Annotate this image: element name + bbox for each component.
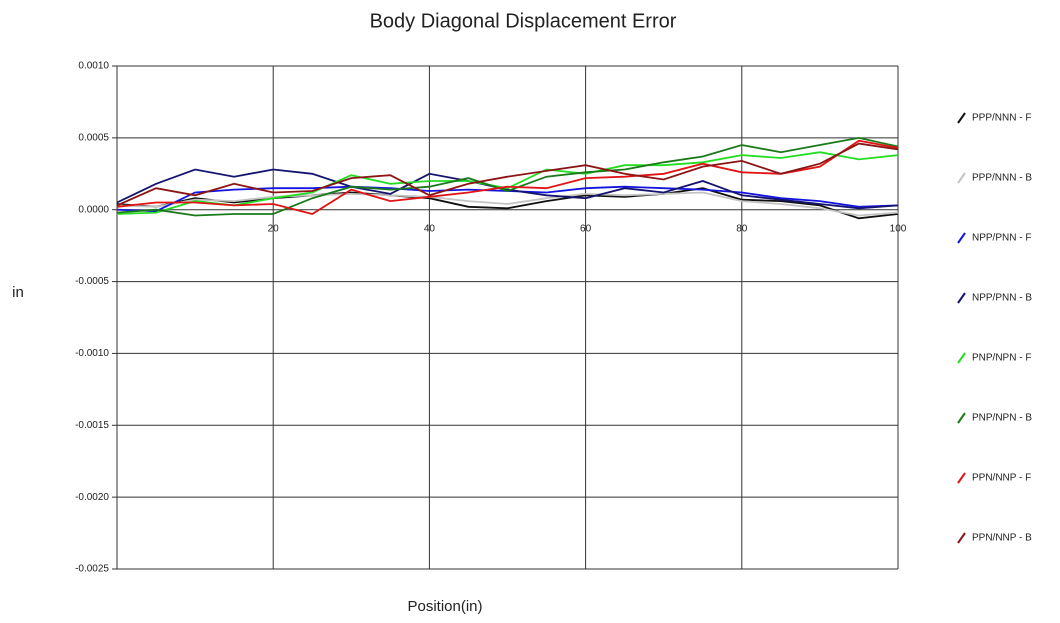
x-tick-label: 80 [736, 223, 748, 234]
legend-label: PPN/NNP - F [972, 473, 1031, 484]
data-line [116, 139, 899, 215]
x-tick-label: 40 [424, 223, 436, 234]
legend-swatch [957, 352, 966, 364]
y-tick-label: 0.0005 [78, 132, 109, 143]
chart-title: Body Diagonal Displacement Error [370, 10, 677, 32]
x-tick-label: 60 [580, 223, 592, 234]
y-axis-label: in [12, 284, 24, 301]
y-tick-label: -0.0020 [75, 492, 109, 503]
legend-swatch [957, 172, 966, 184]
x-tick-label: 100 [890, 223, 907, 234]
legend-label: PPP/NNN - F [972, 113, 1031, 124]
data-line [116, 142, 899, 207]
legend-label: NPP/PNN - B [972, 293, 1032, 304]
legend-label: PNP/NPN - B [972, 413, 1032, 424]
y-tick-label: -0.0005 [75, 276, 109, 287]
data-line [116, 136, 899, 217]
legend-label: PNP/NPN - F [972, 353, 1031, 364]
data-line [116, 151, 899, 215]
y-tick-label: -0.0010 [75, 348, 109, 359]
legend-swatch [957, 412, 966, 424]
legend-swatch [957, 292, 966, 304]
legend-label: PPP/NNN - B [972, 173, 1032, 184]
data-line [116, 187, 899, 220]
legend-swatch [957, 112, 966, 124]
legend-label: NPP/PNN - F [972, 233, 1031, 244]
x-axis-label: Position(in) [407, 598, 482, 615]
y-tick-label: -0.0025 [75, 564, 109, 575]
legend-swatch [957, 232, 966, 244]
legend-swatch [957, 532, 966, 544]
y-tick-label: 0.0000 [78, 204, 109, 215]
x-tick-label: 20 [268, 223, 280, 234]
data-line [116, 168, 899, 210]
y-tick-label: 0.0010 [78, 61, 109, 72]
legend-swatch [957, 472, 966, 484]
legend-label: PPN/NNP - B [972, 533, 1032, 544]
data-line [116, 191, 899, 217]
y-tick-label: -0.0015 [75, 420, 109, 431]
